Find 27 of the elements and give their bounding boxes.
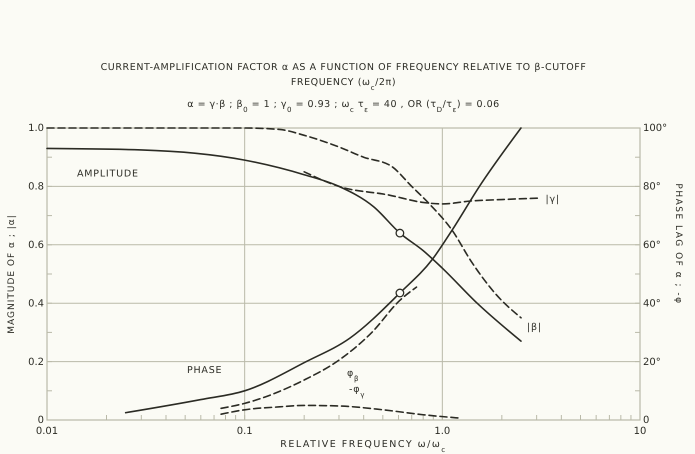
y-axis-title: MAGNITUDE OF α ; |α| bbox=[7, 214, 17, 334]
y-tick-label: 1.0 bbox=[28, 123, 44, 134]
chart-title: CURRENT-AMPLIFICATION FACTOR α AS A FUNCTION OF FREQUENCY RELATIVE TO β-CUTOFF FREQUENCY (ω$_{c}$/2π) bbox=[100, 62, 586, 92]
y2-tick-label: 0 bbox=[643, 415, 650, 426]
x-axis-title: RELATIVE FREQUENCY ω/ω$_{c}$ bbox=[280, 439, 447, 454]
text: PHASE bbox=[186, 364, 222, 376]
series-label: |β| bbox=[526, 322, 542, 333]
y-tick-label: 0.4 bbox=[28, 298, 44, 310]
text: α = γ·β ; β$_{0}$ = 1 ; γ$_{0}$ = 0.93 ; ω$_{c}$ τ$_{ε}$ = 40 , OR (τ$_{D}$/τ$_{ε}$) = 0.06 bbox=[187, 99, 500, 114]
x-tick-label: 1.0 bbox=[434, 426, 450, 437]
y2-tick-label: 60° bbox=[643, 240, 661, 251]
y-tick-label: 0.2 bbox=[28, 356, 44, 368]
series-label: φ$_{β}$ bbox=[346, 368, 360, 383]
series-label: -φ$_{γ}$ bbox=[348, 384, 366, 398]
y2-tick-label: 80° bbox=[643, 182, 661, 193]
x-tick-label: 0.1 bbox=[236, 426, 253, 437]
x-tick-label: 0.01 bbox=[36, 426, 58, 437]
y-tick-label: 0 bbox=[38, 415, 44, 426]
y-tick-label: 0.8 bbox=[28, 182, 44, 193]
series-label: AMPLITUDE bbox=[77, 168, 139, 180]
y2-tick-label: 100° bbox=[643, 123, 668, 134]
y2-axis-title: PHASE LAG OF α ; -φ bbox=[673, 183, 683, 305]
series-label: |γ| bbox=[545, 194, 560, 206]
y-tick-label: 0.6 bbox=[28, 240, 44, 251]
x-tick-label: 10 bbox=[634, 426, 646, 437]
y2-tick-label: 40° bbox=[643, 298, 661, 310]
y2-tick-label: 20° bbox=[643, 356, 661, 368]
